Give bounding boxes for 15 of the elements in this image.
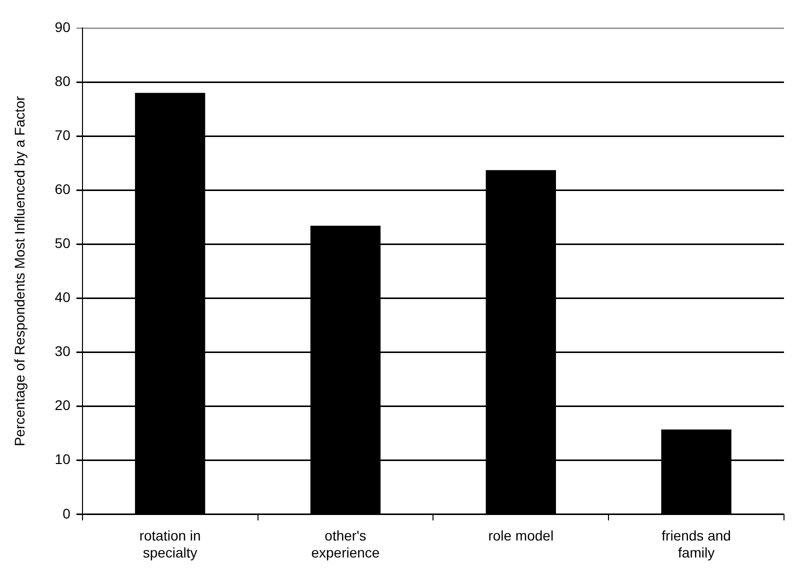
y-tick-label: 0 xyxy=(62,505,71,522)
y-tick-label: 30 xyxy=(54,343,71,360)
x-tick-label: friends and family xyxy=(662,528,731,560)
y-tick-label: 50 xyxy=(54,235,71,252)
x-tick-label: rotation in specialty xyxy=(139,528,201,560)
y-tick-label: 40 xyxy=(54,289,71,306)
y-tick-label: 60 xyxy=(54,180,71,197)
x-tick-label: role model xyxy=(488,528,554,544)
x-tick-label: other's experience xyxy=(311,528,380,560)
y-tick-label: 80 xyxy=(54,72,71,89)
y-tick-label: 70 xyxy=(54,126,71,143)
y-tick-label: 10 xyxy=(54,451,71,468)
y-tick-label: 20 xyxy=(54,397,71,414)
y-tick-label: 90 xyxy=(54,18,71,35)
y-axis-title: Percentage of Respondents Most Influenced by a Factor xyxy=(11,96,28,446)
